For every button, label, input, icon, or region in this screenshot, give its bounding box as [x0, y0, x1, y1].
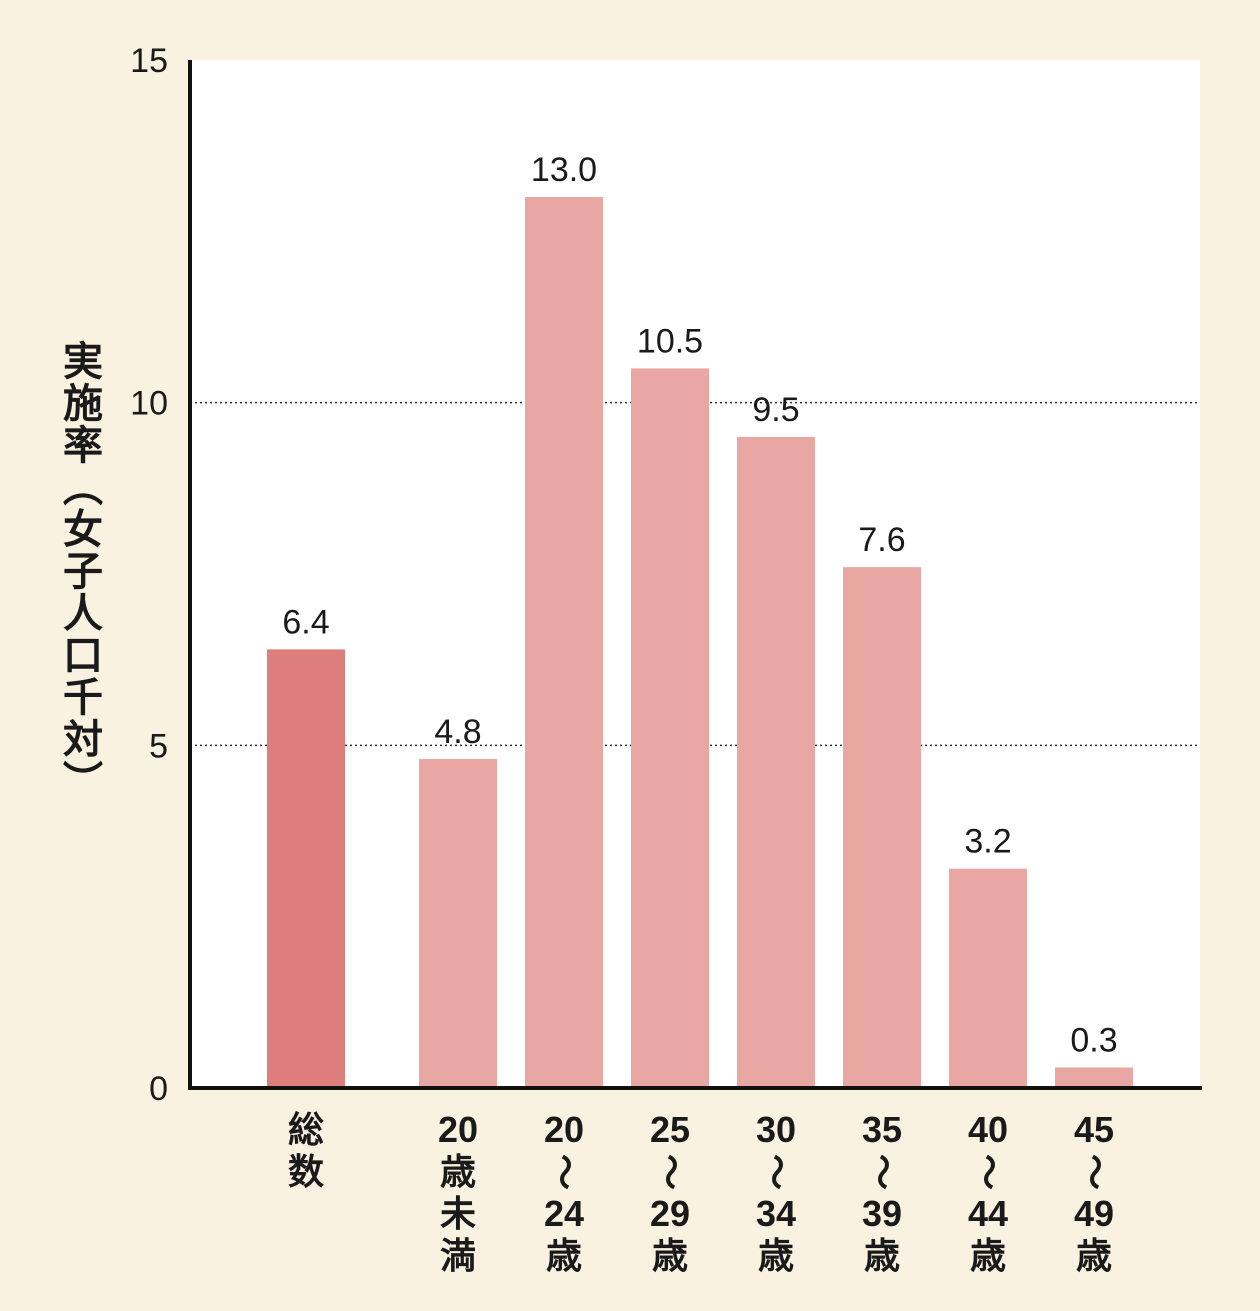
bar [525, 197, 603, 1089]
value-label: 0.3 [1070, 1021, 1117, 1059]
category-label-line: 20 [438, 1109, 478, 1150]
y-tick-label: 10 [130, 385, 168, 423]
category-label-line: 〜 [862, 1154, 903, 1190]
category-label-line: 歳 [652, 1235, 688, 1276]
category-label-line: 〜 [1074, 1154, 1115, 1190]
category-label-line: 〜 [650, 1154, 691, 1190]
category-label: 40 〜44歳 [968, 1109, 1009, 1276]
category-label-line: 29 [650, 1193, 690, 1234]
category-label-line: 35 [862, 1109, 902, 1150]
category-labels: 総数20歳未満20〜24歳25〜29歳30〜34歳35〜39歳40〜44歳45〜… [288, 1109, 1115, 1276]
y-tick-label: 0 [149, 1070, 168, 1108]
value-label: 4.8 [434, 713, 481, 751]
category-label-line: 40 [968, 1109, 1008, 1150]
category-label-line: 〜 [756, 1154, 797, 1190]
bar [737, 436, 815, 1088]
value-label: 9.5 [752, 391, 799, 429]
bar [631, 368, 709, 1088]
category-label-line: 歳 [546, 1235, 582, 1276]
category-label-line: 39 [862, 1193, 902, 1234]
category-label: 20 〜24歳 [544, 1109, 585, 1276]
value-label: 10.5 [637, 322, 703, 360]
category-label: 45 〜49歳 [1074, 1109, 1115, 1276]
category-label: 25 〜29歳 [650, 1109, 691, 1276]
category-label-line: 49 [1074, 1193, 1114, 1234]
category-label-line: 〜 [968, 1154, 1009, 1190]
category-label-line: 25 [650, 1109, 690, 1150]
category-label: 30 〜34歳 [756, 1109, 797, 1276]
category-label-line: 44 [968, 1193, 1008, 1234]
value-label: 7.6 [858, 521, 905, 559]
y-axis-label: 実施率（女子人口千対） [56, 340, 102, 802]
category-label: 35 〜39歳 [862, 1109, 903, 1276]
category-label-line: 歳 [864, 1235, 900, 1276]
category-label-line: 歳 [970, 1235, 1006, 1276]
bar [267, 649, 345, 1088]
category-label-line: 数 [288, 1151, 324, 1192]
category-label-line: 〜 [544, 1154, 585, 1190]
category-label-line: 満 [440, 1235, 476, 1276]
bar [1055, 1067, 1133, 1088]
bar [843, 567, 921, 1088]
category-label: 総数 [288, 1109, 324, 1192]
category-label-line: 歳 [440, 1151, 476, 1192]
value-label: 3.2 [964, 823, 1011, 861]
category-label-line: 歳 [758, 1235, 794, 1276]
value-label: 6.4 [282, 603, 329, 641]
category-label-line: 総 [288, 1109, 324, 1150]
y-tick-label: 15 [130, 42, 168, 80]
category-label-line: 34 [756, 1193, 796, 1234]
bar [419, 759, 497, 1088]
category-label-line: 20 [544, 1109, 584, 1150]
category-label-line: 歳 [1076, 1235, 1112, 1276]
bars [267, 197, 1133, 1089]
value-labels: 6.4 4.8 13.0 10.5 9.5 7.6 3.2 0.3 [282, 151, 1117, 1059]
category-label-line: 30 [756, 1109, 796, 1150]
category-label-line: 24 [544, 1193, 584, 1234]
category-label-line: 45 [1074, 1109, 1114, 1150]
value-label: 13.0 [531, 151, 597, 189]
category-label-line: 未 [440, 1193, 476, 1234]
bar [949, 868, 1027, 1088]
y-tick-label: 5 [149, 727, 168, 765]
y-tick-labels: 0 5 10 15 [130, 42, 168, 1108]
